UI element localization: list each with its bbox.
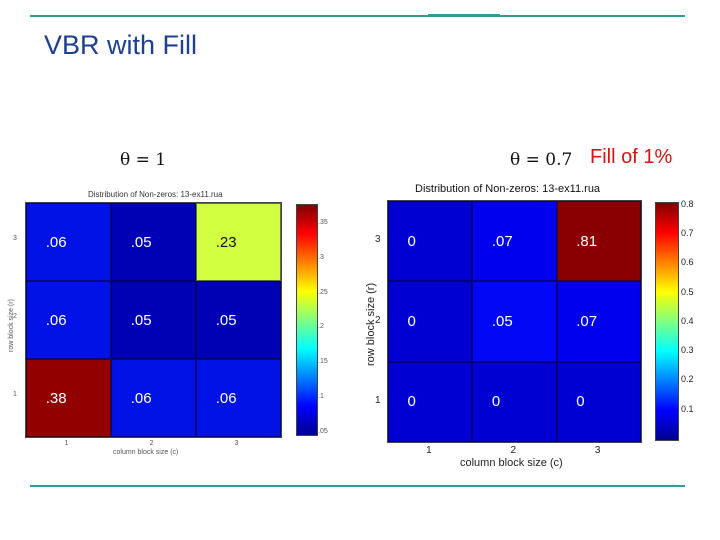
- cell-value-label: .05: [130, 233, 152, 251]
- cell-value-label: 0: [576, 393, 585, 411]
- colorbar-tick-label: 0.6: [681, 257, 694, 268]
- colorbar-tick-label: .15: [318, 358, 328, 366]
- cell-value-label: .06: [130, 389, 152, 407]
- colorbar-tick-label: .2: [318, 323, 324, 331]
- theta-label-right: θ = 0.7: [510, 150, 573, 170]
- heatmap-cell: .06: [26, 281, 111, 359]
- x-tick-label: 3: [594, 445, 601, 456]
- colorbar-tick-label: .1: [318, 393, 324, 401]
- cell-value-label: .05: [130, 311, 152, 329]
- heatmap-cell: .81: [556, 201, 641, 282]
- cell-value-label: 0: [407, 393, 416, 411]
- heatmap-cell: .05: [111, 281, 196, 359]
- colorbar-tick-label: 0.4: [681, 315, 694, 326]
- colorbar-tick-label: .35: [318, 218, 328, 226]
- heatmap-cell: 0: [472, 361, 557, 442]
- heatmap-cell: 0: [388, 361, 473, 442]
- y-tick-label: 2: [375, 314, 381, 326]
- cell-value-label: .81: [576, 232, 598, 250]
- heatmap-cell: 0: [388, 201, 473, 282]
- colorbar-tick-label: .05: [318, 428, 328, 435]
- cell-value-label: .23: [215, 233, 237, 251]
- colorbar-tick-label: .25: [318, 288, 328, 296]
- colorbar-tick-label: 0.1: [681, 403, 694, 414]
- y-tick-label: 3: [13, 235, 17, 242]
- heatmap-cell: .23: [196, 203, 281, 281]
- y-tick-label: 3: [375, 234, 381, 246]
- cell-value-label: 0: [491, 393, 501, 411]
- colorbar-left: [296, 204, 318, 436]
- colorbar-tick-label: 0.5: [681, 286, 694, 297]
- colorbar-right: [655, 202, 679, 441]
- plot-title-right: Distribution of Non-zeros: 13-ex11.rua: [415, 183, 601, 195]
- heatmap-cell: .05: [196, 281, 281, 359]
- slide-title: VBR with Fill: [44, 30, 198, 60]
- y-axis-label-left: row block size (r): [8, 299, 15, 352]
- heatmap-cell: 0: [388, 281, 473, 362]
- colorbar-tick-label: 0.3: [681, 345, 694, 356]
- x-tick-label: 1: [426, 445, 432, 456]
- x-axis-label-left: column block size (c): [113, 449, 179, 456]
- x-tick-label: 2: [149, 440, 154, 447]
- fill-note: Fill of 1%: [590, 146, 673, 168]
- top-rule: [30, 15, 685, 17]
- cell-value-label: .06: [215, 389, 237, 407]
- heatmap-cell: .06: [26, 203, 111, 281]
- y-tick-label: 1: [13, 391, 17, 398]
- cell-value-label: .38: [45, 389, 67, 407]
- cell-value-label: 0: [407, 232, 416, 250]
- heatmap-right: 0 .07 .81 0 .05 .07 0 0 0: [387, 200, 642, 443]
- colorbar-tick-label: 0.7: [681, 228, 694, 239]
- cell-value-label: .05: [491, 312, 513, 330]
- heatmap-cell: .07: [556, 281, 641, 362]
- x-axis-label-right: column block size (c): [460, 457, 563, 469]
- cell-value-label: .07: [491, 232, 513, 250]
- y-tick-label: 2: [13, 313, 17, 320]
- heatmap-cell: .38: [26, 359, 111, 437]
- x-tick-label: 3: [234, 440, 239, 447]
- cell-value-label: .05: [215, 311, 237, 329]
- y-tick-label: 1: [375, 394, 381, 406]
- plot-title-left: Distribution of Non-zeros: 13-ex11.rua: [88, 190, 223, 199]
- cell-value-label: 0: [407, 312, 416, 330]
- heatmap-left: .06 .05 .23 .06 .05 .05 .38 .06 .06: [25, 202, 282, 438]
- heatmap-cell: 0: [556, 361, 641, 442]
- heatmap-cell: .06: [196, 359, 281, 437]
- colorbar-tick-label: .3: [318, 253, 324, 261]
- x-tick-label: 1: [64, 440, 69, 447]
- theta-label-left: θ = 1: [120, 150, 167, 170]
- heatmap-cell: .05: [111, 203, 196, 281]
- cell-value-label: .06: [45, 233, 67, 251]
- cell-value-label: .07: [576, 312, 598, 330]
- cell-value-label: .06: [45, 311, 67, 329]
- top-rule-accent: [428, 14, 500, 17]
- colorbar-tick-label: 0.8: [681, 198, 694, 209]
- heatmap-cell: .05: [472, 281, 557, 362]
- bottom-rule: [30, 485, 685, 487]
- colorbar-tick-label: 0.2: [681, 374, 694, 385]
- heatmap-cell: .07: [472, 201, 557, 282]
- heatmap-cell: .06: [111, 359, 196, 437]
- x-tick-label: 2: [510, 445, 517, 456]
